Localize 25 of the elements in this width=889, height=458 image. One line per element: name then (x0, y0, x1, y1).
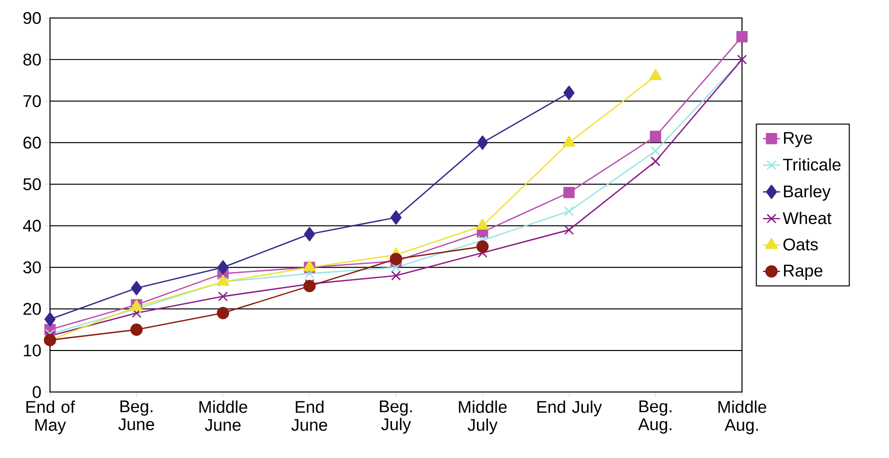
x-tick-label: Beg. July (380, 400, 412, 434)
legend-label: Wheat (782, 212, 832, 224)
legend-label: Triticale (783, 158, 841, 171)
y-tick-label: 70 (24, 95, 41, 108)
legend-label: Oats (783, 238, 818, 250)
x-tick-label: Middle July (458, 400, 507, 434)
x-tick-label: Middle Aug. (718, 400, 766, 434)
y-tick-label: 30 (23, 261, 41, 274)
y-tick-label: 10 (24, 344, 41, 356)
x-tick-label: Middle June (199, 400, 248, 431)
legend-label: Rape (784, 264, 822, 280)
y-tick-label: 90 (23, 12, 41, 24)
y-tick-label: 50 (23, 178, 41, 190)
y-tick-label: 60 (24, 136, 41, 149)
legend-label: Barley (784, 184, 831, 201)
x-tick-label: Beg. Aug. (638, 400, 672, 434)
y-tick-label: 0 (32, 386, 41, 398)
y-tick-label: 20 (24, 302, 41, 315)
x-tick-label: Beg. June (118, 400, 154, 430)
y-tick-label: 80 (23, 54, 41, 66)
x-tick-label: End July (537, 400, 602, 416)
y-tick-label: 40 (23, 220, 41, 232)
legend-label: Rye (784, 132, 812, 148)
x-tick-label: End of May (26, 400, 75, 434)
x-tick-label: End June (291, 400, 328, 431)
